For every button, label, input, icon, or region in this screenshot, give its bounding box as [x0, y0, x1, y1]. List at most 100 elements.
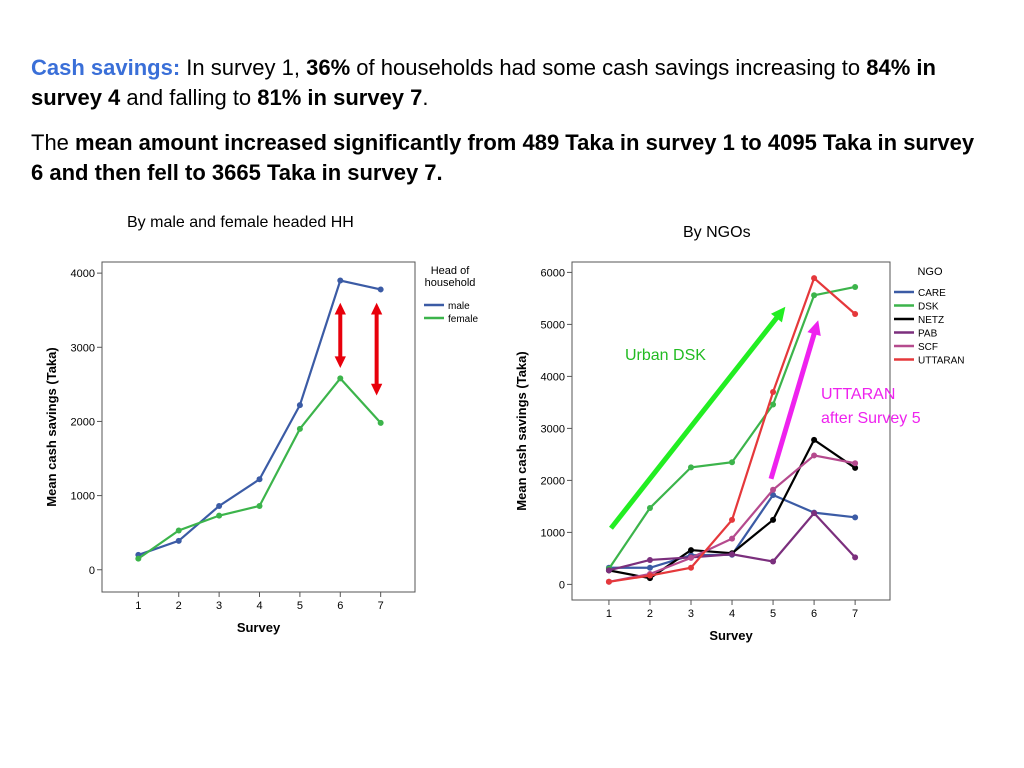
- chart1-xtick-label-1: 1: [135, 600, 141, 612]
- chart2-point-DSK-6: [811, 292, 818, 299]
- chart1-ytick-label-0: 0: [89, 565, 95, 577]
- chart2-ytick-label-3000: 3000: [541, 423, 565, 435]
- chart2-point-UTTARAN-2: [646, 572, 653, 579]
- chart1-ytick-label-2000: 2000: [71, 416, 95, 428]
- chart1-legend-title-line-2: household: [425, 277, 476, 289]
- chart1-red-arrow-head-bottom-2: [370, 383, 383, 396]
- chart2-green-arrow-head: [770, 306, 786, 323]
- chart2-point-SCF-7: [852, 460, 859, 467]
- chart2-point-NETZ-3: [687, 547, 694, 554]
- chart1-red-arrow-head-top-1: [334, 302, 346, 315]
- chart2-point-NETZ-6: [811, 436, 818, 443]
- chart2-point-SCF-6: [811, 452, 818, 459]
- chart2-ytick-label-2000: 2000: [541, 475, 565, 487]
- para2-text-1: The: [31, 130, 76, 155]
- chart1-ytick-label-3000: 3000: [71, 342, 95, 354]
- chart2-ytick-label-0: 0: [559, 579, 565, 591]
- para1-text-4: .: [422, 85, 429, 110]
- chart2-point-UTTARAN-5: [770, 389, 777, 395]
- chart2-xtick-label-1: 1: [606, 608, 612, 620]
- chart1-xtick-label-2: 2: [176, 600, 182, 612]
- chart2-point-DSK-7: [852, 283, 859, 290]
- chart1-point-female-3: [216, 512, 223, 519]
- cash-savings-paragraph: Cash savings: In survey 1, 36% of househ…: [31, 53, 991, 113]
- chart1-ytick-label-1000: 1000: [71, 491, 95, 503]
- chart2-xtick-label-6: 6: [811, 608, 817, 620]
- para2-bold-1: mean amount increased significantly from…: [31, 130, 975, 185]
- chart2-annotation-urban-dsk: Urban DSK: [625, 347, 706, 364]
- chart2-point-CARE-7: [852, 514, 859, 521]
- chart2-point-CARE-5: [770, 491, 777, 498]
- chart2-xtick-label-7: 7: [852, 608, 858, 620]
- chart2-point-SCF-5: [770, 486, 777, 493]
- chart1-point-male-6: [337, 277, 344, 284]
- para1-text-3: and falling to: [120, 85, 258, 110]
- chart2-point-SCF-3: [687, 554, 694, 561]
- chart2-magenta-arrow-head: [807, 320, 821, 337]
- chart2-annotation-uttaran-line-1: UTTARAN: [821, 386, 895, 403]
- chart2-y-axis-title: Mean cash savings (Taka): [514, 351, 529, 510]
- chart2-xtick-label-4: 4: [729, 608, 735, 620]
- chart2-x-axis-title: Survey: [709, 628, 753, 643]
- chart2-point-PAB-7: [852, 554, 859, 561]
- chart2-magenta-arrow-shaft: [768, 331, 818, 480]
- chart2-point-DSK-4: [729, 459, 736, 466]
- chart2-point-DSK-3: [687, 464, 694, 471]
- cash-savings-label: Cash savings:: [31, 55, 181, 80]
- chart2-legend-label-SCF: SCF: [918, 342, 938, 353]
- chart1-xtick-label-3: 3: [216, 600, 222, 612]
- chart2-point-PAB-1: [605, 567, 612, 574]
- chart2-point-SCF-4: [729, 535, 736, 542]
- chart1-xtick-label-4: 4: [256, 600, 262, 612]
- para1-bold-2: 84% in survey 4: [31, 55, 936, 110]
- para1-text-2: of households had some cash savings incr…: [350, 55, 867, 80]
- para1-text-1: In survey 1,: [180, 55, 307, 80]
- chart2-legend-label-UTTARAN: UTTARAN: [918, 356, 964, 367]
- chart1-point-female-7: [377, 419, 384, 426]
- chart1-red-arrow-head-top-2: [370, 302, 383, 315]
- chart2-ytick-label-1000: 1000: [541, 527, 565, 539]
- para1-bold-3: 81% in survey 7: [257, 85, 423, 110]
- chart1-point-female-6: [337, 375, 344, 382]
- chart2-legend-title-line-1: NGO: [917, 266, 943, 278]
- chart1-xtick-label-7: 7: [378, 600, 384, 612]
- chart2-point-CARE-2: [646, 564, 653, 571]
- chart2-legend-label-CARE: CARE: [918, 288, 946, 299]
- chart1-point-female-4: [256, 502, 263, 509]
- chart2-point-UTTARAN-3: [687, 564, 694, 571]
- chart2-xtick-label-2: 2: [647, 608, 653, 620]
- chart2-xtick-label-5: 5: [770, 608, 776, 620]
- chart2-point-NETZ-7: [852, 464, 859, 471]
- chart2-point-PAB-6: [811, 510, 818, 517]
- chart2-point-PAB-4: [729, 551, 736, 558]
- chart1-point-female-2: [175, 527, 182, 534]
- mean-amount-paragraph: The mean amount increased significantly …: [31, 128, 991, 188]
- chart2-xtick-label-3: 3: [688, 608, 694, 620]
- chart1-point-male-7: [377, 286, 384, 293]
- chart2-point-UTTARAN-1: [605, 578, 612, 585]
- chart1-legend-title-line-1: Head of: [431, 265, 470, 277]
- chart1-x-axis-title: Survey: [237, 620, 281, 635]
- chart2-point-DSK-5: [770, 401, 777, 408]
- chart2-annotation-uttaran-line-2: after Survey 5: [821, 410, 921, 427]
- chart1-red-arrow-head-bottom-1: [334, 356, 346, 369]
- chart2-point-NETZ-5: [770, 516, 777, 523]
- chart1-ytick-label-4000: 4000: [71, 268, 95, 280]
- chart1-point-male-3: [216, 502, 223, 509]
- chart2-legend-label-NETZ: NETZ: [918, 315, 944, 326]
- chart2-ytick-label-6000: 6000: [541, 267, 565, 279]
- chart2-point-UTTARAN-6: [811, 275, 818, 282]
- chart1-point-male-4: [256, 476, 263, 483]
- chart1-point-female-1: [135, 555, 142, 562]
- chart1-title: By male and female headed HH: [127, 214, 354, 231]
- chart2-green-arrow-shaft: [609, 314, 780, 530]
- chart2-point-UTTARAN-4: [729, 516, 736, 523]
- chart2-point-PAB-5: [770, 558, 777, 565]
- chart2-legend-label-DSK: DSK: [918, 302, 939, 313]
- chart2-legend-label-PAB: PAB: [918, 329, 938, 340]
- chart1-xtick-label-6: 6: [337, 600, 343, 612]
- chart2-point-PAB-2: [646, 556, 653, 563]
- chart1-y-axis-title: Mean cash savings (Taka): [44, 347, 59, 506]
